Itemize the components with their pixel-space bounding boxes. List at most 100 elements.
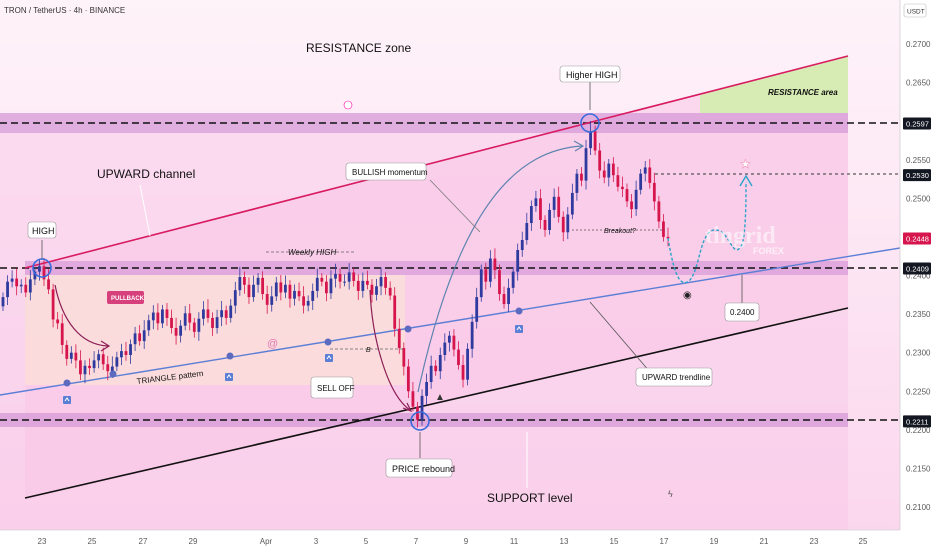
upward-channel-connector: [139, 184, 151, 237]
candle-body: [420, 395, 424, 420]
candle-body: [593, 131, 597, 151]
y-axis-panel: [900, 0, 932, 550]
candle-body: [211, 317, 214, 328]
x-axis: 23 25 27 29 Apr 3 5 7 9 11 13 15 17 19 21 23 25: [38, 537, 868, 546]
candle-body: [589, 131, 592, 149]
candle-body: [361, 280, 365, 291]
candle-body: [6, 281, 9, 298]
currency-badge[interactable]: USDT: [903, 3, 927, 18]
x-tick-label: 21: [760, 537, 769, 546]
up-marker-icon: [515, 325, 523, 333]
candle-body: [425, 381, 428, 396]
candle-body: [69, 352, 73, 359]
rebound-point-marker: [410, 411, 430, 431]
candle-body: [324, 281, 328, 294]
candle-body: [570, 192, 574, 215]
touch-dot: [63, 379, 71, 387]
svg-text:USDT: USDT: [907, 9, 925, 16]
candle-body: [274, 282, 278, 297]
y-tick-label: 0.2100: [906, 503, 931, 512]
svg-text:HIGH: HIGH: [32, 226, 55, 236]
lightning-icon: ϟ: [668, 489, 673, 499]
candle-body: [511, 271, 515, 288]
candle-body: [51, 289, 55, 320]
x-tick-label: 5: [364, 537, 369, 546]
candle-body: [466, 348, 469, 380]
watermark-logo: tingrid: [705, 223, 776, 249]
candle-body: [133, 333, 137, 345]
candle-body: [243, 277, 246, 285]
candle-body: [124, 351, 128, 355]
candle-body: [74, 352, 78, 361]
candle-body: [397, 328, 401, 349]
candle-body: [279, 282, 283, 293]
candle-body: [548, 209, 551, 230]
up-marker-arrow: [516, 326, 522, 331]
y-tick-label: 0.2400: [906, 272, 931, 281]
candle-body: [238, 277, 242, 291]
svg-text:BULLISH momentum: BULLISH momentum: [352, 168, 428, 177]
channel-fill: [25, 56, 848, 500]
candle-body: [388, 287, 392, 296]
candle-body: [662, 221, 665, 237]
candle-body: [56, 319, 60, 324]
candle-body: [206, 309, 210, 318]
target-value-callout: 0.2400: [724, 302, 760, 322]
resistance-area-fill: [700, 56, 848, 113]
y-tick-label: 0.2700: [906, 40, 931, 49]
candle-body: [79, 360, 82, 375]
candle-body: [457, 349, 460, 366]
x-tick-label: 15: [610, 537, 619, 546]
candle-body: [129, 344, 132, 355]
candle-body: [183, 313, 187, 326]
candle-body: [611, 163, 615, 176]
sell-off-callout: SELL OFF: [310, 376, 355, 399]
triangle-zone: [25, 275, 405, 385]
candle-body: [539, 198, 542, 220]
candle-body: [602, 170, 606, 178]
candle-body: [507, 287, 510, 305]
candle-body: [534, 198, 538, 207]
x-tick-label: 23: [810, 537, 819, 546]
candle-body: [525, 223, 529, 241]
rocket-icon: ▲: [435, 392, 445, 403]
touch-dot: [109, 370, 117, 378]
x-tick-label: 11: [510, 537, 519, 546]
candle-body: [443, 342, 447, 355]
candle-body: [97, 354, 101, 361]
y-tick-label: 0.2500: [906, 194, 931, 203]
b-label: B: [366, 347, 371, 354]
upper-channel-line: [24, 55, 849, 269]
bullish-arc-arrowhead: [573, 140, 585, 152]
candle-body: [334, 273, 337, 279]
candle-body: [630, 201, 633, 210]
bullish-momentum-connector: [429, 179, 481, 233]
candle-body: [156, 312, 160, 324]
candle-body: [516, 250, 520, 272]
candle-body: [15, 278, 19, 287]
y-price-badge-label: 0.2530: [906, 171, 929, 180]
candle-body: [616, 175, 620, 187]
y-tick-label: 0.2250: [906, 387, 931, 396]
candle-body: [393, 295, 397, 329]
up-signal-markers: [63, 325, 523, 404]
candle-body: [283, 284, 287, 293]
candle-body: [607, 163, 611, 178]
y-price-badge: [903, 169, 931, 182]
candle-body: [261, 277, 265, 295]
candle-body: [142, 330, 146, 342]
candle-body: [529, 206, 533, 224]
candle-body: [92, 360, 96, 369]
svg-text:SELL OFF: SELL OFF: [317, 384, 355, 393]
candle-body: [220, 310, 224, 318]
up-marker-icon: [63, 396, 71, 404]
pivot-band: [25, 261, 848, 275]
trendline-touch-dots: [63, 307, 523, 387]
resistance-zone-label: RESISTANCE zone: [306, 41, 411, 55]
candle-body: [188, 313, 192, 323]
x-tick-label: 7: [414, 537, 419, 546]
candle-body: [297, 290, 301, 297]
price-rebound-callout: PRICE rebound: [385, 458, 455, 478]
